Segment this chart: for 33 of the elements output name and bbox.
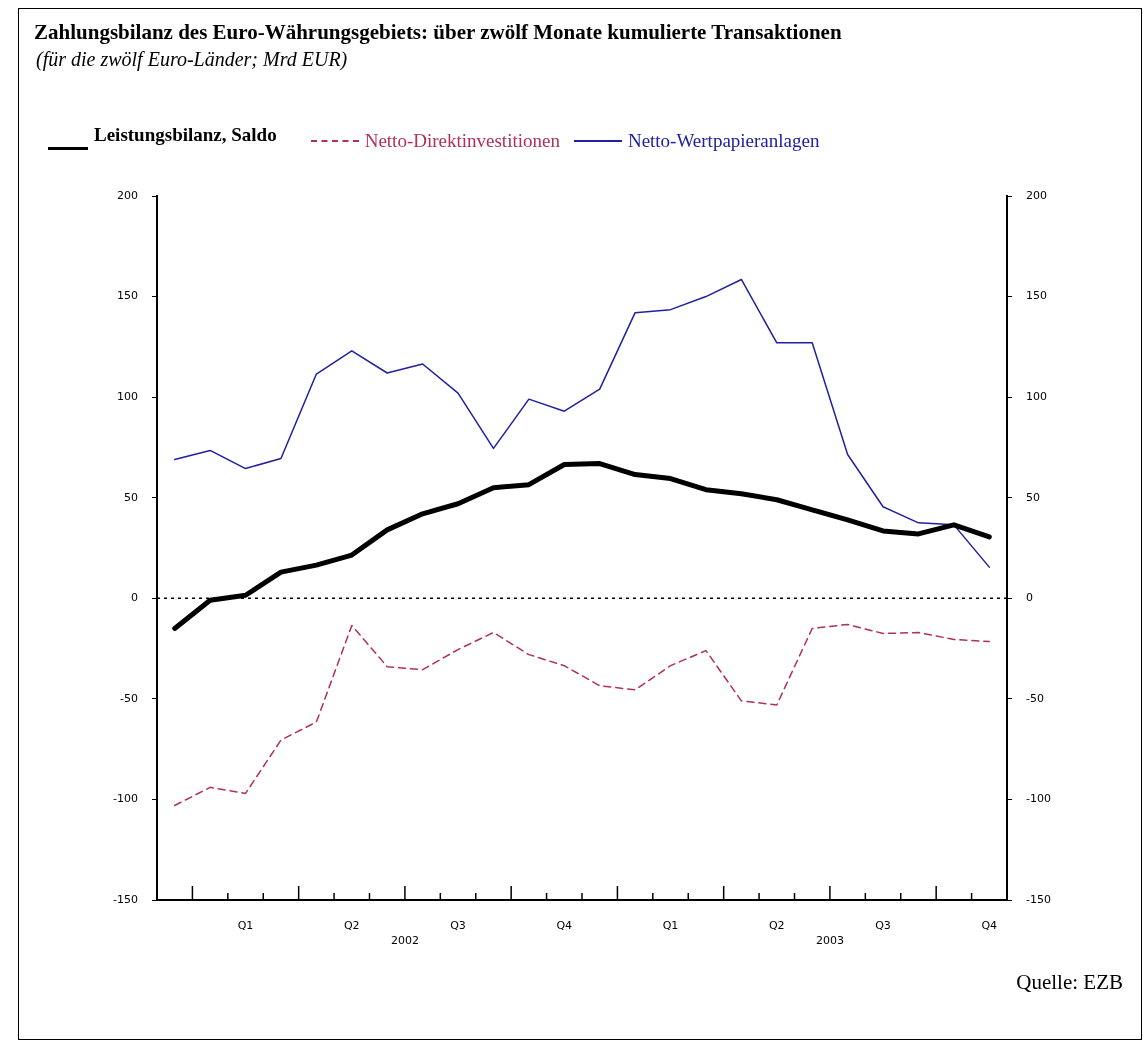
y-tick-label: 100 <box>117 390 138 403</box>
x-tick-label: Q2 <box>343 919 360 933</box>
text: 2002 <box>390 934 419 948</box>
y2-tick-label: 0 <box>1026 591 1033 605</box>
x-tick-label: Q4 <box>556 919 573 933</box>
source-note: Quelle: EZB <box>1016 970 1123 995</box>
x-tick-label: Q4 <box>981 919 998 933</box>
y2-tick-label: 200 <box>1026 188 1047 202</box>
text: Leistungsbilanz, Saldo <box>94 124 277 146</box>
x-tick-label: Q3 <box>450 919 466 933</box>
y-tick-label: -50 <box>120 691 138 705</box>
y-tick-label: 150 <box>117 289 138 303</box>
x-tick-label: Q1 <box>662 919 679 933</box>
chart-subtitle: (für die zwölf Euro-Länder; Mrd EUR) <box>36 48 348 71</box>
x-tick-label: Q1 <box>237 919 254 933</box>
y-tick-label: -150 <box>113 892 138 906</box>
y-tick-label: 50 <box>124 490 138 504</box>
y2-tick-label: 150 <box>1026 289 1047 303</box>
line-series <box>173 623 991 807</box>
y2-tick-label: -100 <box>1026 792 1051 806</box>
x-tick-label: Q3 <box>875 919 891 933</box>
y-tick-label: 200 <box>117 188 138 202</box>
text: 2003 <box>815 934 844 948</box>
x-tick-label: Q2 <box>768 919 785 933</box>
chart-title: Zahlungsbilanz des Euro-Währungsgebiets: über zwölf Monate kumulierte Transaktionen <box>34 20 842 45</box>
legend-label: Netto-Wertpapieranlagen <box>627 130 820 152</box>
legend-label: Netto-Direktinvestitionen <box>364 130 560 152</box>
y2-tick-label: -50 <box>1026 691 1044 705</box>
y2-tick-label: 100 <box>1026 390 1047 403</box>
y-tick-label: -100 <box>113 792 138 806</box>
y-tick-label: 0 <box>131 591 138 605</box>
y2-tick-label: -150 <box>1026 892 1051 906</box>
y2-tick-label: 50 <box>1026 490 1040 504</box>
